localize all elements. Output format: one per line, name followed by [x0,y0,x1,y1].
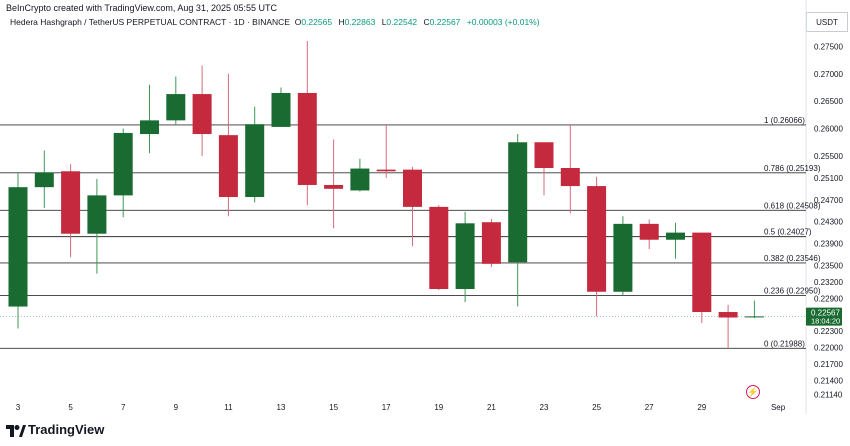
candle-body-down [534,142,554,168]
y-tick-label: 0.26500 [814,97,843,106]
candle-body-up [271,92,291,127]
x-tick-label: 17 [382,403,391,412]
x-tick-label: 21 [487,403,496,412]
x-tick-label: 19 [434,403,443,412]
y-tick-label: 0.26000 [814,125,843,134]
x-tick-label: 7 [121,403,126,412]
symbol-title[interactable]: Hedera Hashgraph / TetherUS PERPETUAL CO… [10,17,290,27]
candle-body-down [718,312,738,318]
x-tick-label: 29 [697,403,706,412]
open-value: 0.22565 [301,17,333,27]
fib-level-label: 0.5 (0.24027) [764,228,812,237]
x-tick-label: 27 [645,403,654,412]
y-tick-label: 0.23900 [814,240,843,249]
fib-level-label: 0.618 (0.24508) [764,201,821,210]
y-tick-label: 0.23500 [814,261,843,270]
candle-body-up [350,168,370,191]
low-label: L [381,17,387,27]
candle-body-up [166,94,186,121]
y-tick-label: 0.21140 [814,391,843,400]
high-label: H [338,17,345,27]
y-tick-label: 0.27000 [814,70,843,79]
x-tick-label: 15 [329,403,338,412]
close-label: C [423,17,430,27]
candle-body-down [376,169,396,172]
candle-body-up [666,232,685,240]
x-tick-label: 5 [68,403,73,412]
x-tick-label: 3 [16,403,21,412]
candle-body-down [324,184,344,189]
candle-body-down [297,92,317,185]
candle-body-down [192,94,212,135]
x-tick-label: Sep [771,403,786,412]
candle-body-down [403,169,422,207]
candle-body-up [34,172,54,188]
fib-level-label: 0.786 (0.25193) [764,164,821,173]
fib-level-label: 1 (0.26066) [764,116,805,125]
y-tick-label: 0.24700 [814,196,843,205]
y-tick-label: 0.25100 [814,174,843,183]
y-tick-label: 0.22300 [814,327,843,336]
x-tick-label: 9 [174,403,179,412]
candle-body-up [455,223,475,290]
candle-body-up [613,223,633,292]
price-tag-box [806,307,842,326]
y-tick-label: 0.23200 [814,278,843,287]
y-tick-label: 0.25500 [814,152,843,161]
brand-name: TradingView [28,422,105,437]
fib-level-label: 0 (0.21988) [764,339,805,348]
fib-level-label: 0.236 (0.22950) [764,287,821,296]
y-tick-label: 0.21400 [814,376,843,385]
candle-body-up [744,316,764,318]
price-tag-value: 0.22567 [811,309,840,318]
flash-icon[interactable]: ⚡ [746,385,760,399]
candle-body-down [218,135,238,198]
x-tick-label: 25 [592,403,601,412]
x-tick-label: 23 [540,403,549,412]
candle-body-down [639,223,659,240]
y-tick-label: 0.22900 [814,294,843,303]
candle-body-down [61,171,81,234]
x-tick-label: 11 [224,403,233,412]
candle-body-up [140,120,159,135]
candle-body-up [245,124,265,198]
high-value: 0.22863 [344,17,376,27]
price-tag-countdown: 18:04:20 [811,317,840,326]
candle-body-down [587,186,607,292]
candle-body-down [692,232,712,313]
fib-level-label: 0.382 (0.23546) [764,254,821,263]
open-label: O [294,17,302,27]
y-tick-label: 0.24300 [814,218,843,227]
candle-body-up [87,195,107,234]
candle-body-up [113,132,133,196]
y-tick-label: 0.22000 [814,344,843,353]
change-value: +0.00003 (+0.01%) [466,17,540,27]
low-value: 0.22542 [386,17,418,27]
candle-body-down [429,206,449,290]
close-value: 0.22567 [429,17,461,27]
created-by-caption: BeInCrypto created with TradingView.com,… [6,3,277,13]
y-tick-label: 0.27500 [814,42,843,51]
candle-body-down [560,168,580,187]
candle-body-up [8,187,28,307]
candle-body-up [508,142,528,263]
x-tick-label: 13 [277,403,286,412]
candle-body-down [481,222,501,264]
y-tick-label: 0.21700 [814,360,843,369]
tradingview-logo-icon [6,425,26,437]
symbol-legend: Hedera Hashgraph / TetherUS PERPETUAL CO… [10,17,544,27]
